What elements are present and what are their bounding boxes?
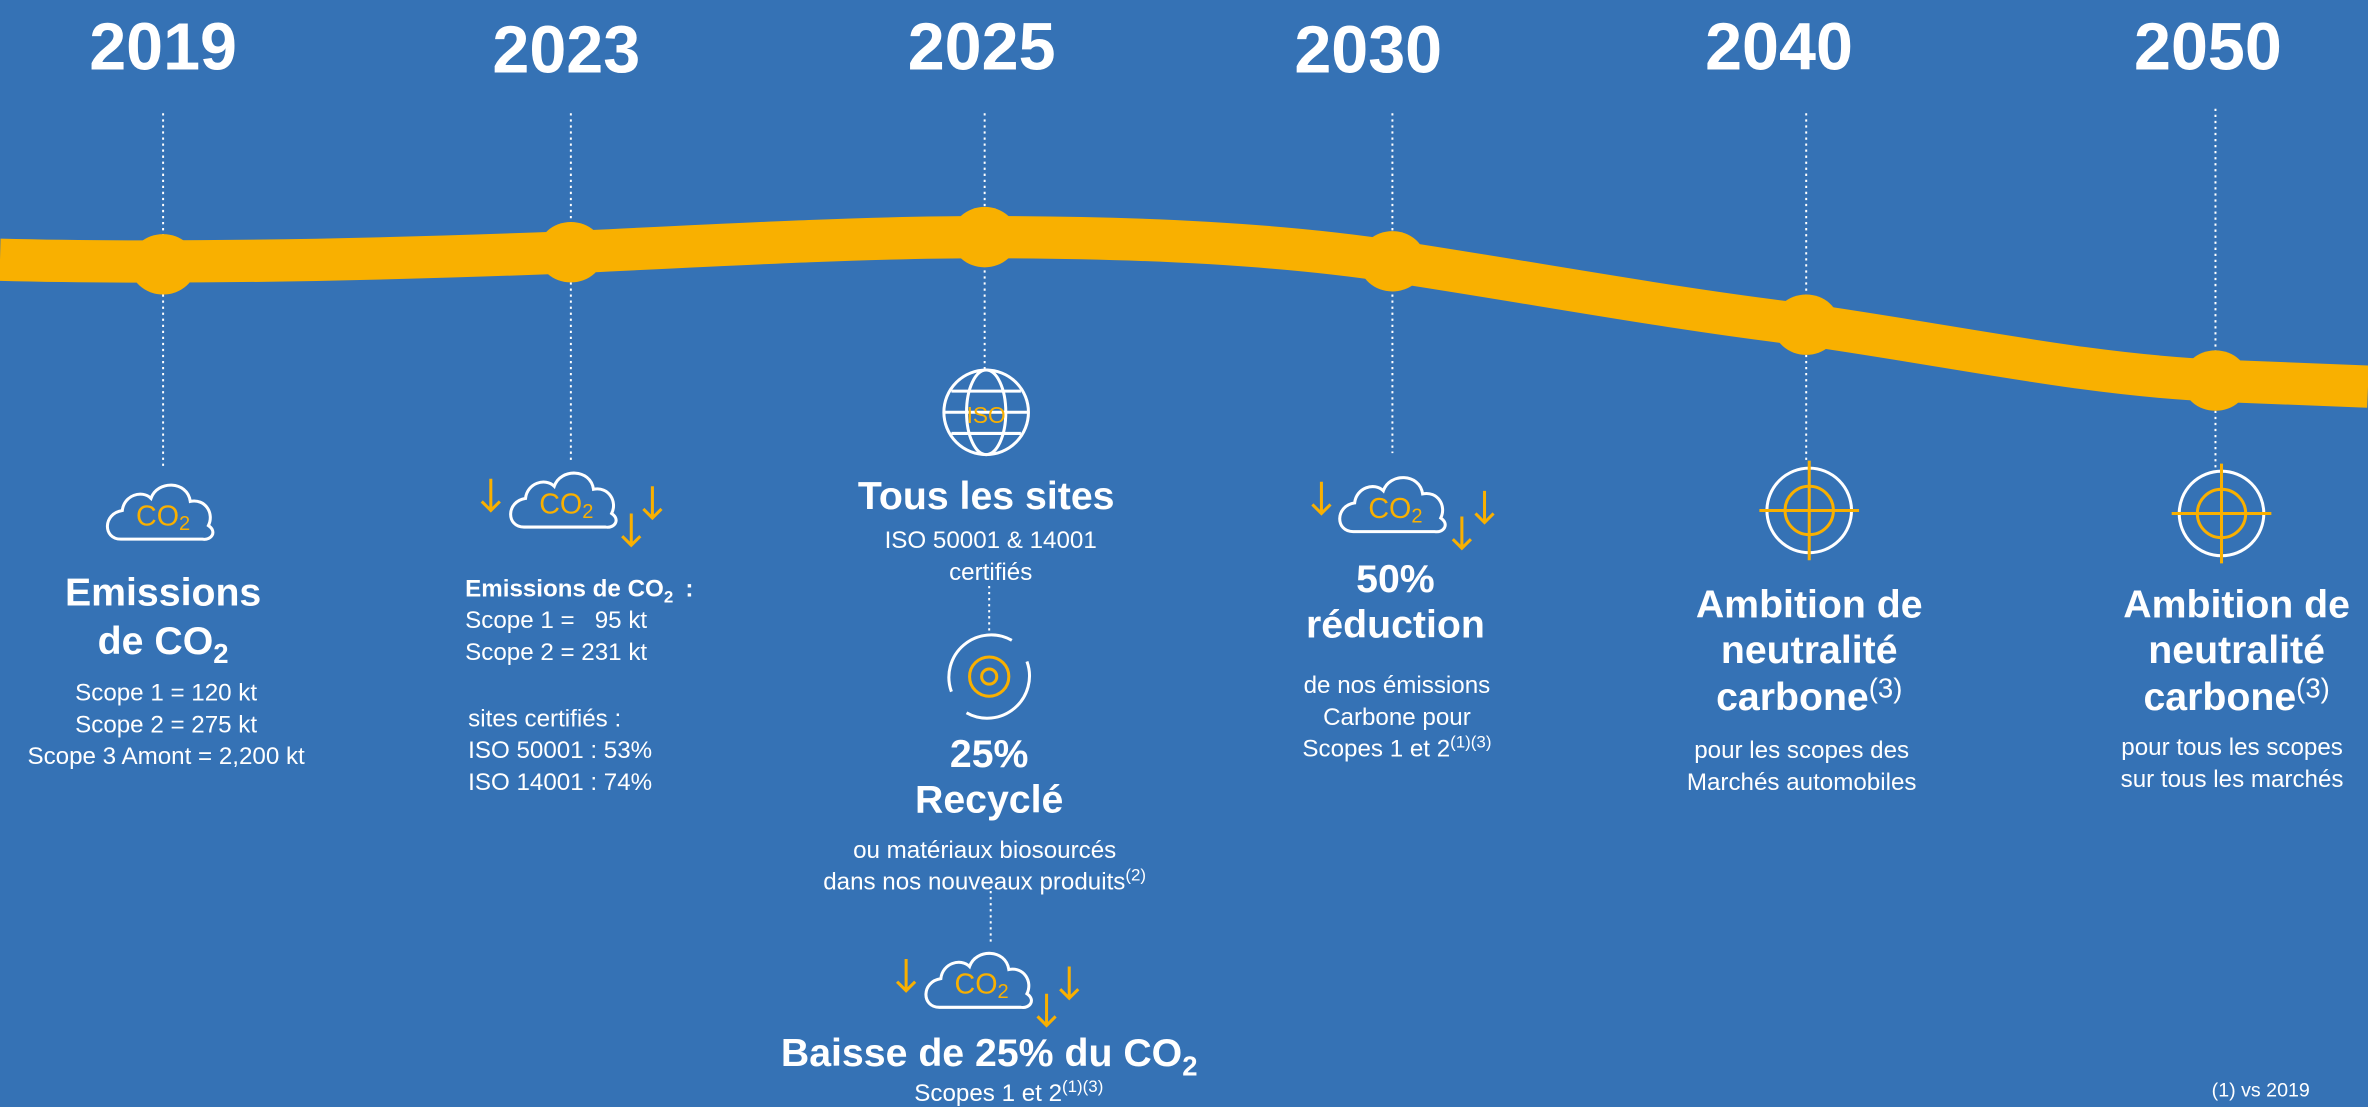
title: neutralité bbox=[1721, 628, 1898, 672]
line: Marchés automobiles bbox=[1687, 769, 1917, 796]
line: Scopes 1 et 2(1)(3) bbox=[1302, 733, 1491, 763]
line: Carbone pour bbox=[1323, 704, 1471, 731]
line: ISO 50001 & 14001 bbox=[885, 527, 1097, 554]
year: 2019 bbox=[89, 10, 237, 84]
line: certifiés bbox=[949, 559, 1032, 586]
line: ou matériaux biosourcés bbox=[853, 837, 1116, 864]
title: 25% bbox=[950, 732, 1029, 776]
trajectory-band bbox=[0, 215, 2368, 408]
line: pour les scopes des bbox=[1694, 737, 1909, 764]
footnote: (1) vs 2019 bbox=[2212, 1079, 2310, 1101]
title: carbone(3) bbox=[1716, 673, 1902, 719]
title: réduction bbox=[1306, 602, 1485, 646]
icon-label: ISO bbox=[967, 402, 1006, 428]
year: 2030 bbox=[1294, 13, 1442, 87]
icons bbox=[105, 368, 2272, 1027]
line: Scope 2 = 275 kt bbox=[75, 711, 257, 738]
year: 2040 bbox=[1705, 10, 1853, 84]
line: de nos émissions bbox=[1304, 672, 1491, 699]
title: carbone(3) bbox=[2143, 673, 2329, 719]
year: 2023 bbox=[492, 13, 640, 87]
title: Emissions bbox=[65, 571, 261, 615]
heading: Emissions de CO2: bbox=[465, 576, 693, 607]
line: Scopes 1 et 2(1)(3) bbox=[914, 1077, 1103, 1107]
title: Baisse de 25% du CO2 bbox=[781, 1031, 1198, 1081]
title: neutralité bbox=[2148, 628, 2325, 672]
line: sur tous les marchés bbox=[2121, 766, 2344, 793]
title: de CO2 bbox=[98, 619, 229, 669]
line: Scope 2 = 231 kt bbox=[465, 639, 647, 666]
title: Tous les sites bbox=[858, 474, 1115, 518]
line: ISO 50001 : 53% bbox=[468, 737, 652, 764]
title: Recyclé bbox=[915, 778, 1063, 822]
nodes bbox=[129, 206, 2249, 411]
icon-label: CO2 bbox=[136, 501, 190, 536]
title: Ambition de bbox=[1696, 583, 1923, 627]
icon-label: CO2 bbox=[1368, 493, 1422, 528]
year: 2025 bbox=[908, 10, 1056, 84]
line: sites certifiés : bbox=[468, 705, 621, 732]
line: Scope 3 Amont = 2,200 kt bbox=[27, 743, 305, 770]
year: 2050 bbox=[2134, 10, 2282, 84]
title: Ambition de bbox=[2123, 583, 2350, 627]
line: ISO 14001 : 74% bbox=[468, 769, 652, 796]
icon-label: CO2 bbox=[955, 969, 1009, 1004]
icon-label: CO2 bbox=[539, 488, 593, 523]
line: pour tous les scopes bbox=[2121, 734, 2343, 761]
line: Scope 1 = 120 kt bbox=[75, 680, 257, 707]
title: 50% bbox=[1356, 557, 1435, 601]
line: Scope 1 = 95 kt bbox=[465, 607, 647, 634]
line: dans nos nouveaux produits(2) bbox=[823, 865, 1146, 895]
